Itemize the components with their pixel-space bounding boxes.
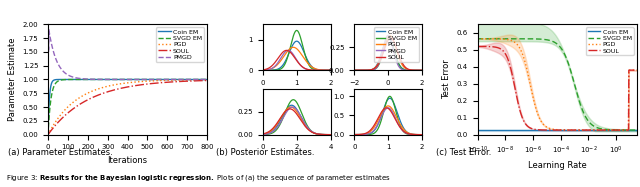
PGD bbox=[550, 128, 558, 131]
PMGD bbox=[204, 78, 211, 81]
Line: PGD: PGD bbox=[477, 39, 637, 130]
Legend: Coin EM, SVGD EM, PGD, SOUL, PMGD: Coin EM, SVGD EM, PGD, SOUL, PMGD bbox=[156, 27, 204, 62]
Text: (a) Parameter Estimates.: (a) Parameter Estimates. bbox=[8, 148, 113, 157]
Coin EM bbox=[116, 78, 124, 81]
Line: SVGD EM: SVGD EM bbox=[48, 79, 207, 135]
SVGD EM bbox=[145, 78, 152, 81]
SOUL bbox=[204, 79, 211, 82]
PMGD bbox=[202, 78, 209, 81]
PMGD bbox=[44, 134, 52, 136]
PGD bbox=[630, 69, 637, 71]
SVGD EM bbox=[204, 78, 211, 81]
Coin EM bbox=[44, 134, 52, 136]
SVGD EM bbox=[474, 38, 481, 40]
Text: (b) Posterior Estimates.: (b) Posterior Estimates. bbox=[216, 148, 315, 157]
Line: SOUL: SOUL bbox=[477, 46, 637, 130]
SVGD EM bbox=[568, 76, 576, 78]
Line: SVGD EM: SVGD EM bbox=[477, 39, 637, 130]
PGD bbox=[604, 129, 612, 131]
SVGD EM bbox=[67, 78, 75, 81]
PGD bbox=[202, 79, 209, 81]
SVGD EM bbox=[150, 78, 158, 81]
Coin EM bbox=[145, 78, 153, 81]
PGD bbox=[67, 103, 75, 105]
Coin EM bbox=[86, 78, 94, 81]
SOUL bbox=[568, 129, 576, 131]
PMGD bbox=[68, 76, 76, 78]
PMGD bbox=[44, 26, 52, 28]
SVGD EM bbox=[560, 51, 568, 54]
SVGD EM bbox=[202, 78, 209, 81]
Text: (c) Test Error.: (c) Test Error. bbox=[436, 148, 492, 157]
PGD bbox=[568, 129, 576, 131]
PGD bbox=[204, 79, 211, 81]
PGD bbox=[560, 129, 568, 131]
Line: PGD: PGD bbox=[48, 80, 207, 135]
X-axis label: Iterations: Iterations bbox=[108, 156, 148, 165]
PGD bbox=[66, 104, 74, 107]
Coin EM bbox=[560, 129, 568, 131]
PMGD bbox=[86, 78, 94, 80]
SVGD EM bbox=[633, 129, 640, 131]
PGD bbox=[625, 129, 632, 131]
Coin EM bbox=[474, 129, 481, 131]
Text: Figure 3: $\mathbf{Results\ for\ the\ Bayesian\ logistic\ regression.}$ Plots of: Figure 3: $\mathbf{Results\ for\ the\ Ba… bbox=[6, 173, 391, 183]
PGD bbox=[474, 38, 481, 40]
Legend: Coin EM, SVGD EM, PGD, SOUL: Coin EM, SVGD EM, PGD, SOUL bbox=[586, 27, 634, 56]
Coin EM bbox=[568, 129, 576, 131]
PGD bbox=[549, 128, 557, 130]
PGD bbox=[116, 83, 124, 85]
Coin EM bbox=[549, 129, 557, 131]
SOUL bbox=[633, 69, 640, 71]
SVGD EM bbox=[66, 78, 74, 81]
SOUL bbox=[44, 134, 52, 136]
SOUL bbox=[474, 45, 481, 47]
SVGD EM bbox=[629, 129, 637, 131]
Coin EM bbox=[633, 129, 640, 131]
Coin EM bbox=[204, 78, 211, 81]
PMGD bbox=[66, 75, 74, 77]
Coin EM bbox=[67, 78, 75, 81]
SOUL bbox=[550, 129, 558, 131]
SOUL bbox=[625, 129, 632, 131]
PGD bbox=[633, 69, 640, 71]
SOUL bbox=[66, 111, 74, 113]
SVGD EM bbox=[549, 41, 557, 43]
SOUL bbox=[145, 83, 152, 85]
Coin EM bbox=[202, 78, 209, 81]
Y-axis label: Test Error: Test Error bbox=[442, 60, 451, 99]
Coin EM bbox=[66, 78, 74, 81]
Coin EM bbox=[94, 78, 102, 81]
SOUL bbox=[549, 129, 557, 131]
Coin EM bbox=[550, 129, 558, 131]
SVGD EM bbox=[604, 128, 612, 131]
Line: Coin EM: Coin EM bbox=[48, 79, 207, 135]
SVGD EM bbox=[86, 78, 94, 81]
SOUL bbox=[630, 69, 637, 71]
Line: SOUL: SOUL bbox=[48, 80, 207, 135]
Line: PMGD: PMGD bbox=[48, 27, 207, 135]
SVGD EM bbox=[44, 134, 52, 136]
SOUL bbox=[67, 109, 75, 111]
SOUL bbox=[202, 79, 209, 82]
Coin EM bbox=[604, 129, 612, 131]
SOUL bbox=[560, 129, 568, 131]
PGD bbox=[86, 91, 94, 93]
SOUL bbox=[604, 129, 612, 131]
SVGD EM bbox=[550, 41, 558, 43]
SOUL bbox=[86, 98, 94, 100]
Y-axis label: Parameter Estimate: Parameter Estimate bbox=[8, 38, 17, 121]
X-axis label: Learning Rate: Learning Rate bbox=[528, 161, 587, 170]
PMGD bbox=[116, 78, 124, 81]
SOUL bbox=[116, 87, 124, 90]
PGD bbox=[44, 134, 52, 136]
PMGD bbox=[145, 78, 153, 81]
SVGD EM bbox=[116, 78, 124, 81]
Legend: Coin EM, SVGD EM, PGD, PMGD, SOUL: Coin EM, SVGD EM, PGD, PMGD, SOUL bbox=[374, 27, 419, 62]
Coin EM bbox=[629, 129, 637, 131]
PGD bbox=[145, 80, 152, 82]
